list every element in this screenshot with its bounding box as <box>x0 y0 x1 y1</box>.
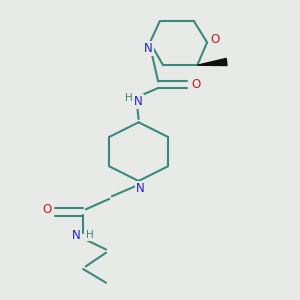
Text: H: H <box>86 230 94 240</box>
Text: O: O <box>191 78 200 91</box>
Text: H: H <box>125 94 133 103</box>
Text: N: N <box>144 42 153 56</box>
Text: N: N <box>136 182 145 195</box>
Text: O: O <box>43 203 52 216</box>
Text: N: N <box>72 229 81 242</box>
Text: O: O <box>211 33 220 46</box>
Polygon shape <box>197 58 227 65</box>
Text: N: N <box>134 94 143 108</box>
